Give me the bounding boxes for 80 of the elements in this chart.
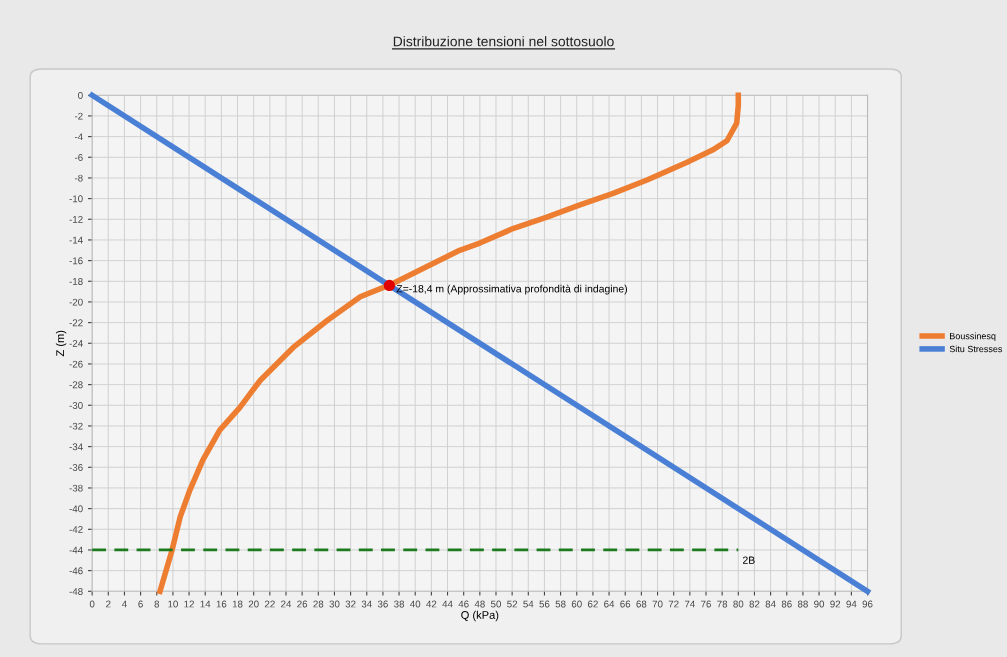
y-tick-label: -4 — [74, 133, 83, 141]
x-tick-label: 80 — [733, 600, 744, 608]
x-tick-label: 30 — [329, 600, 340, 608]
x-tick-label: 4 — [121, 600, 127, 608]
x-tick-label: 26 — [297, 600, 308, 608]
x-tick-label: 18 — [232, 600, 243, 608]
y-tick-label: -40 — [69, 505, 83, 513]
y-tick-label: -36 — [69, 464, 83, 471]
chart-title: Distribuzione tensioni nel sottosuolo — [393, 36, 614, 47]
y-tick-label: -42 — [69, 526, 83, 533]
x-tick-label: 92 — [830, 600, 841, 608]
x-tick-label: 68 — [636, 600, 647, 608]
y-tick-label: -32 — [69, 422, 83, 430]
y-tick-label: -28 — [69, 381, 83, 389]
x-tick-label: 74 — [684, 600, 695, 608]
x-tick-label: 54 — [523, 600, 534, 608]
y-tick-label: -12 — [69, 216, 83, 223]
y-tick-label: -24 — [69, 340, 83, 347]
x-tick-label: 38 — [394, 600, 405, 608]
x-tick-label: 62 — [588, 600, 598, 608]
x-tick-label: 70 — [652, 600, 663, 608]
x-tick-label: 84 — [765, 600, 776, 608]
x-tick-label: 88 — [797, 600, 808, 608]
y-tick-label: -18 — [69, 278, 83, 285]
x-tick-label: 64 — [604, 600, 615, 608]
y-tick-label: -6 — [74, 154, 83, 161]
x-tick-label: 36 — [377, 600, 388, 608]
y-tick-label: -8 — [74, 174, 83, 182]
x-tick-label: 52 — [507, 600, 518, 608]
x-tick-label: 24 — [281, 600, 292, 608]
y-axis-title: Z (m) — [55, 330, 67, 357]
y-tick-label: -22 — [69, 319, 83, 327]
x-tick-label: 82 — [749, 600, 760, 608]
y-tick-label: -10 — [69, 195, 83, 203]
x-tick-label: 90 — [814, 600, 825, 608]
x-tick-label: 96 — [862, 600, 873, 608]
x-tick-label: 40 — [410, 600, 421, 608]
x-tick-label: 76 — [701, 600, 711, 608]
x-tick-label: 60 — [571, 600, 582, 608]
x-tick-label: 34 — [361, 600, 372, 608]
x-tick-label: 22 — [264, 600, 275, 608]
x-tick-label: 14 — [200, 600, 211, 608]
x-axis-title: Q (kPa) — [461, 610, 499, 622]
x-tick-label: 42 — [426, 600, 437, 608]
x-tick-label: 78 — [717, 600, 728, 608]
y-tick-label: -26 — [69, 360, 83, 368]
x-tick-label: 8 — [154, 600, 160, 608]
y-tick-label: -30 — [69, 402, 83, 409]
x-tick-label: 86 — [781, 600, 792, 608]
x-tick-label: 48 — [474, 600, 485, 608]
x-tick-label: 16 — [216, 600, 227, 608]
x-tick-label: 2 — [106, 600, 111, 608]
x-tick-label: 58 — [555, 600, 566, 608]
y-tick-label: -34 — [69, 443, 83, 451]
y-tick-label: -48 — [69, 588, 83, 595]
x-tick-label: 32 — [345, 600, 356, 608]
x-tick-label: 66 — [620, 600, 631, 608]
y-tick-label: -38 — [69, 484, 83, 492]
legend-label: Situ Stresses — [949, 345, 1003, 353]
y-tick-label: -20 — [69, 298, 83, 306]
legend-label: Boussinesq — [950, 332, 996, 342]
x-tick-label: 44 — [442, 600, 453, 608]
x-tick-label: 50 — [490, 600, 502, 608]
x-tick-label: 56 — [539, 600, 550, 608]
x-tick-label: 12 — [184, 600, 194, 608]
x-tick-label: 28 — [313, 600, 324, 608]
x-tick-label: 72 — [668, 600, 679, 608]
x-tick-label: 94 — [846, 600, 857, 608]
x-tick-label: 0 — [89, 600, 95, 608]
y-tick-label: 0 — [78, 92, 83, 99]
y-tick-label: -14 — [69, 236, 83, 244]
x-tick-label: 46 — [458, 600, 469, 608]
y-tick-label: -44 — [69, 546, 83, 554]
x-tick-label: 20 — [248, 600, 259, 608]
y-tick-label: -16 — [69, 257, 83, 265]
x-tick-label: 6 — [138, 600, 143, 608]
y-tick-label: -46 — [69, 567, 83, 575]
annotation: 2B — [742, 556, 755, 564]
x-tick-label: 10 — [168, 600, 178, 608]
y-tick-label: -2 — [74, 112, 83, 120]
